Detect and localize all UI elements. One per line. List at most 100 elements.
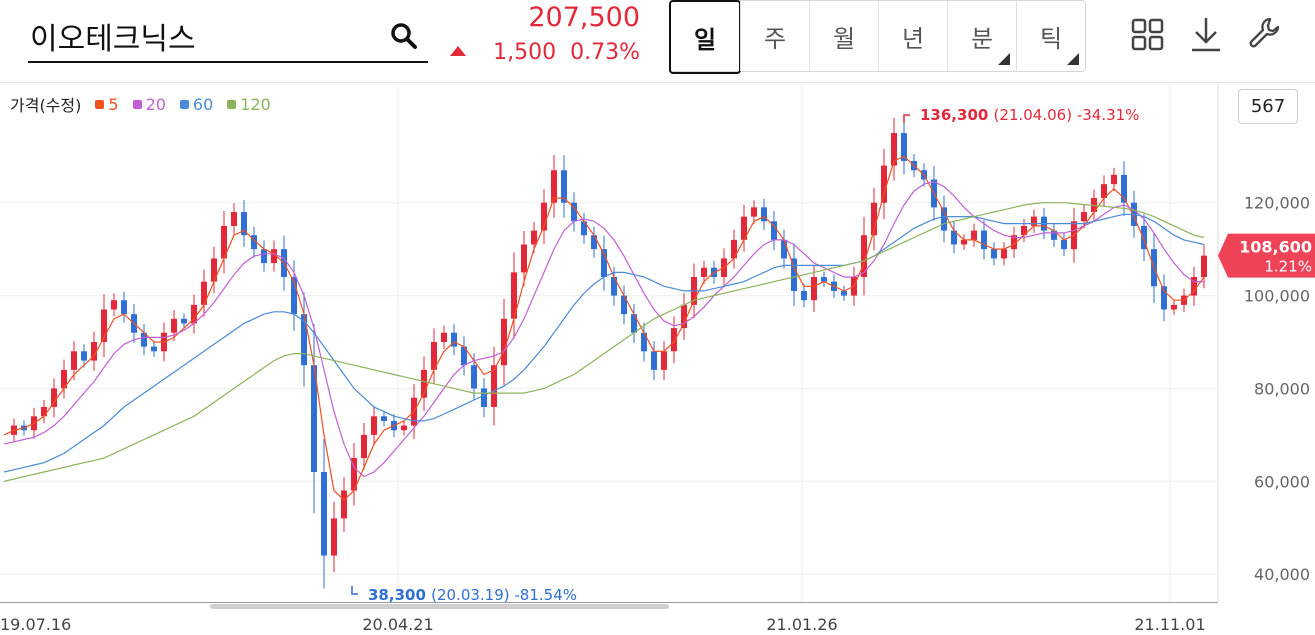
candle-body <box>241 212 247 236</box>
tab-month[interactable]: 월 <box>809 1 878 71</box>
legend-item-ma5[interactable]: 5 <box>95 95 119 114</box>
legend-swatch <box>95 99 105 109</box>
legend-label: 60 <box>192 94 214 114</box>
candle-body <box>491 365 497 407</box>
candle-body <box>321 472 327 556</box>
candle-body <box>621 295 627 315</box>
y-tick-label: 100,000 <box>1244 287 1310 306</box>
tab-tick[interactable]: 틱 <box>1016 1 1085 71</box>
candle-body <box>761 207 767 222</box>
candle-body <box>591 235 597 250</box>
wrench-icon[interactable] <box>1246 14 1282 54</box>
tab-day[interactable]: 일 <box>669 0 741 74</box>
candle-body <box>501 318 507 366</box>
candle-body <box>991 249 997 259</box>
submenu-corner-icon <box>998 53 1010 65</box>
candle-body <box>1011 235 1017 250</box>
download-icon[interactable] <box>1188 14 1224 54</box>
ma-line-5 <box>3 155 1205 501</box>
candle-body <box>171 318 177 333</box>
candle-body <box>511 272 517 319</box>
high-annotation: 136,300 (21.04.06) -34.31% <box>920 106 1139 124</box>
candle-body <box>751 207 757 217</box>
candle-body <box>841 290 847 296</box>
x-tick-label: 20.04.21 <box>362 615 433 634</box>
current-price: 207,500 <box>528 2 640 33</box>
candle-body <box>151 346 157 352</box>
legend-swatch <box>227 99 237 109</box>
x-tick-label: 21.11.01 <box>1134 615 1205 634</box>
candle-body <box>521 244 527 273</box>
candle-body <box>661 351 667 370</box>
legend-label: 20 <box>145 94 166 114</box>
candle-body <box>1061 239 1067 250</box>
last-price-tag <box>1218 233 1315 278</box>
legend-title: 가격(수정) <box>10 96 82 115</box>
change-percent: 0.73% <box>570 40 640 65</box>
search-query[interactable]: 이오테크닉스 <box>30 22 196 57</box>
low-marker-icon <box>351 586 358 595</box>
candle-body <box>431 342 437 370</box>
stock-search-field[interactable]: 이오테크닉스 <box>28 8 428 63</box>
y-tick-label: 80,000 <box>1254 379 1310 398</box>
x-tick-label: 21.01.26 <box>766 615 837 634</box>
candle-body <box>601 249 607 277</box>
candle-body <box>571 202 577 222</box>
tab-day-label: 일 <box>693 25 717 54</box>
legend-item-ma20[interactable]: 20 <box>132 94 166 114</box>
legend-label: 120 <box>240 94 271 114</box>
candle-body <box>1141 225 1147 250</box>
candle-body <box>211 258 217 282</box>
x-axis-line <box>0 602 1218 603</box>
up-arrow-icon <box>450 46 466 56</box>
candle-body <box>141 332 147 347</box>
candle-body <box>461 346 467 366</box>
candle-body <box>71 351 77 370</box>
candle-body <box>341 490 347 519</box>
candle-body <box>681 304 687 329</box>
chart-scrollbar[interactable] <box>210 604 669 609</box>
price-chart[interactable]: 40,000 60,000 80,000 100,000 120,000 19.07.16… <box>0 82 1315 635</box>
candle-body <box>901 133 907 161</box>
legend-item-ma120[interactable]: 120 <box>227 95 271 114</box>
candle-body <box>361 434 367 459</box>
last-price-percent: 1.21% <box>1264 258 1312 276</box>
candle-body <box>1111 174 1117 185</box>
candle-body <box>181 318 187 324</box>
candle-count-button[interactable]: 567 <box>1238 89 1298 124</box>
candle-body <box>871 202 877 236</box>
low-annotation: 38,300 (20.03.19) -81.54% <box>368 586 577 604</box>
y-tick-label: 40,000 <box>1254 565 1310 584</box>
candle-body <box>301 314 307 366</box>
candle-body <box>541 202 547 231</box>
candle-body <box>331 518 337 556</box>
candle-body <box>261 249 267 264</box>
grid-layout-icon[interactable] <box>1130 14 1166 54</box>
candle-body <box>1201 255 1207 277</box>
candle-body <box>1031 216 1037 226</box>
candle-body <box>981 230 987 250</box>
tab-year-label: 년 <box>901 24 925 53</box>
candle-body <box>651 351 657 370</box>
tab-month-label: 월 <box>832 24 856 53</box>
tab-week[interactable]: 주 <box>740 1 809 71</box>
candle-body <box>861 235 867 277</box>
candle-body <box>271 249 277 264</box>
tab-year[interactable]: 년 <box>878 1 947 71</box>
candle-body <box>41 407 47 417</box>
last-price-label: 108,600 <box>1239 238 1312 257</box>
candle-body <box>1171 304 1177 310</box>
candle-body <box>811 277 817 301</box>
candle-body <box>81 351 87 361</box>
candle-body <box>91 342 97 361</box>
candle-body <box>551 170 557 203</box>
high-marker-icon <box>903 114 910 124</box>
submenu-corner-icon <box>1067 53 1079 65</box>
legend-item-ma60[interactable]: 60 <box>179 94 214 114</box>
tab-week-label: 주 <box>763 24 787 53</box>
quote-block: 207,500 1,500 0.73% <box>440 2 640 72</box>
search-icon[interactable] <box>390 22 418 50</box>
candle-body <box>421 369 427 398</box>
candle-body <box>381 416 387 421</box>
tab-minute[interactable]: 분 <box>947 1 1016 71</box>
